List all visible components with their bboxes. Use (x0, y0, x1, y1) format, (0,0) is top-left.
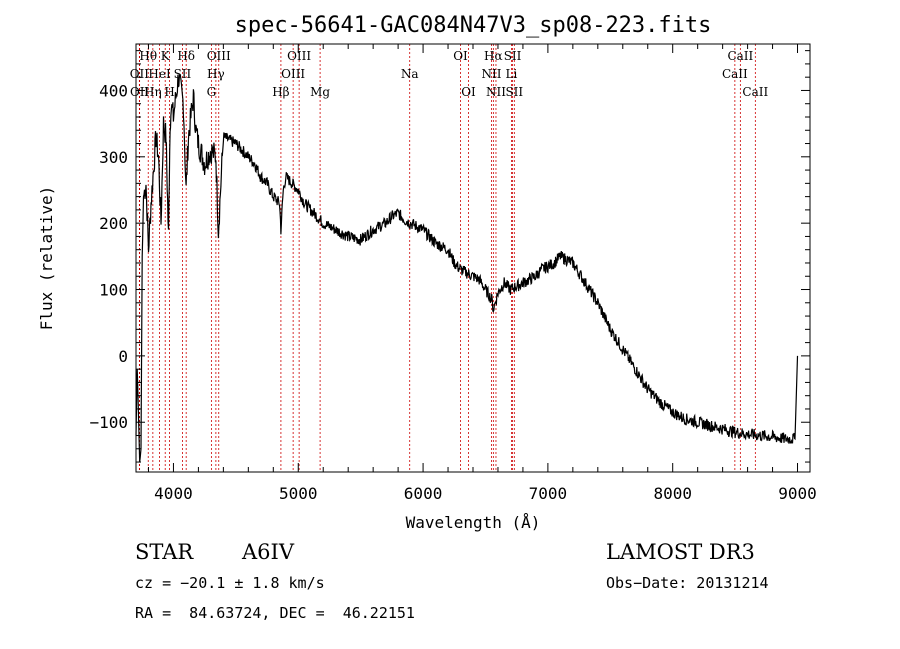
y-tick-label: 300 (99, 148, 128, 167)
spectral-line-label: NII (481, 67, 501, 81)
spectral-line-label: SII (504, 49, 522, 63)
spectral-line-label: NII (486, 85, 506, 99)
object-subclass: A6IV (242, 540, 294, 564)
spectral-line-label: SII (174, 67, 192, 81)
y-tick-label: −100 (89, 413, 128, 432)
chart-title: spec-56641-GAC084N47V3_sp08-223.fits (235, 13, 712, 38)
spectral-line-label: OIII (287, 49, 311, 63)
coordinates: RA = 84.63724, DEC = 46.22151 (135, 604, 415, 622)
x-tick-label: 4000 (154, 484, 193, 503)
spectral-line-label: Hα (484, 49, 503, 63)
spectral-line-label: OIII (207, 49, 231, 63)
spectral-line-label: K (161, 49, 171, 63)
spectral-line-label: SII (505, 85, 523, 99)
spectral-line-label: Na (401, 67, 419, 81)
spectral-line-label: CaII (742, 85, 768, 99)
x-axis-label: Wavelength (Å) (406, 513, 541, 532)
obs-date: Obs−Date: 20131214 (606, 574, 769, 592)
y-tick-label: 100 (99, 281, 128, 300)
x-tick-label: 5000 (279, 484, 318, 503)
spectral-line-label: Hγ (207, 67, 225, 81)
spectral-line-label: OI (461, 85, 476, 99)
x-axis: 4000 5000 6000 7000 8000 9000 (147, 44, 817, 503)
y-axis: −100 0 100 200 300 400 (89, 50, 810, 463)
x-tick-label: 6000 (404, 484, 443, 503)
x-tick-label: 8000 (653, 484, 692, 503)
spectral-lines (138, 44, 756, 472)
spectral-line-label: OI (453, 49, 468, 63)
spectral-line-label: Mg (310, 85, 330, 99)
spectral-line-label: OII (130, 85, 150, 99)
object-type: STAR (135, 540, 194, 564)
spectral-line-label: H (164, 85, 174, 99)
spectral-line-label: CaII (727, 49, 753, 63)
spectral-line-label: OIII (281, 67, 305, 81)
spectral-line-label: HeI (148, 67, 171, 81)
x-tick-label: 9000 (778, 484, 817, 503)
y-axis-label: Flux (relative) (37, 186, 56, 331)
cz-value: cz = −20.1 ± 1.8 km/s (135, 574, 325, 592)
survey-label: LAMOST DR3 (606, 540, 755, 564)
spectral-line-label: Hβ (272, 85, 289, 99)
spectral-line-label: Hθ (139, 49, 157, 63)
spectral-line-label: Hη (144, 85, 162, 99)
flux-series-line (135, 74, 799, 463)
y-tick-label: 200 (99, 214, 128, 233)
spectral-line-label: OII (130, 67, 150, 81)
spectral-line-label: CaII (722, 67, 748, 81)
y-tick-label: 0 (118, 347, 128, 366)
plot-frame (135, 43, 811, 473)
spectral-line-label: G (207, 85, 217, 99)
x-tick-label: 7000 (529, 484, 568, 503)
y-tick-label: 400 (99, 81, 128, 100)
spectral-line-label: Li (506, 67, 518, 81)
spectral-line-label: Hδ (177, 49, 195, 63)
